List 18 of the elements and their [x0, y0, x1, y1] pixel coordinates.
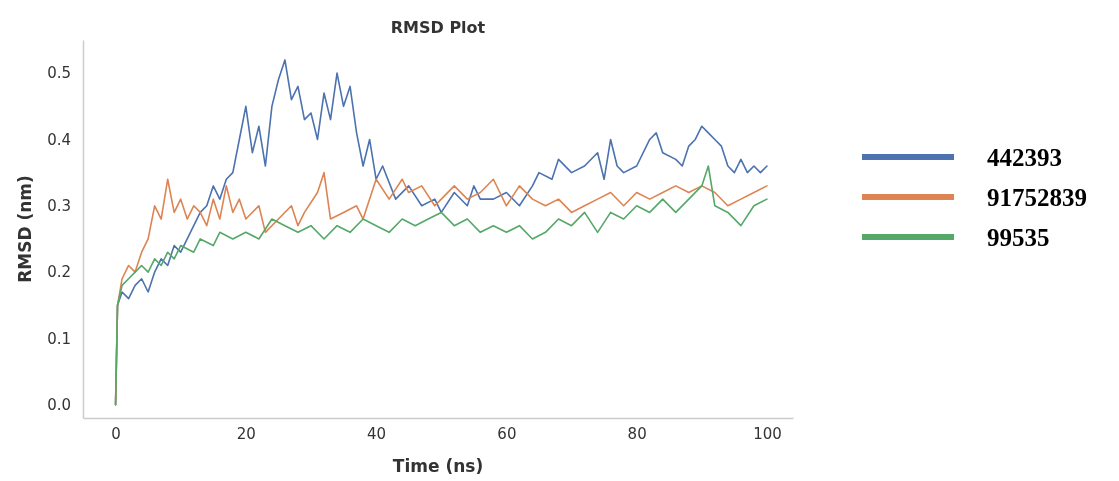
- chart-title: RMSD Plot: [390, 18, 486, 37]
- x-tick-label: 40: [367, 424, 387, 443]
- x-tick-label: 60: [497, 424, 517, 443]
- y-tick-label: 0.3: [47, 197, 71, 216]
- x-tick-label: 0: [111, 424, 121, 443]
- x-tick-label: 100: [753, 424, 782, 443]
- x-tick-label: 80: [627, 424, 647, 443]
- legend-label: 442393: [987, 144, 1062, 171]
- legend-label: 91752839: [987, 184, 1087, 211]
- y-tick-label: 0.1: [47, 329, 71, 348]
- legend-label: 99535: [987, 224, 1050, 251]
- y-tick-label: 0.0: [47, 396, 71, 415]
- x-tick-label: 20: [236, 424, 256, 443]
- y-tick-label: 0.2: [47, 263, 71, 282]
- x-axis-title: Time (ns): [392, 456, 484, 476]
- y-tick-label: 0.5: [47, 64, 71, 83]
- y-tick-label: 0.4: [47, 130, 71, 149]
- y-axis-title: RMSD (nm): [15, 175, 35, 283]
